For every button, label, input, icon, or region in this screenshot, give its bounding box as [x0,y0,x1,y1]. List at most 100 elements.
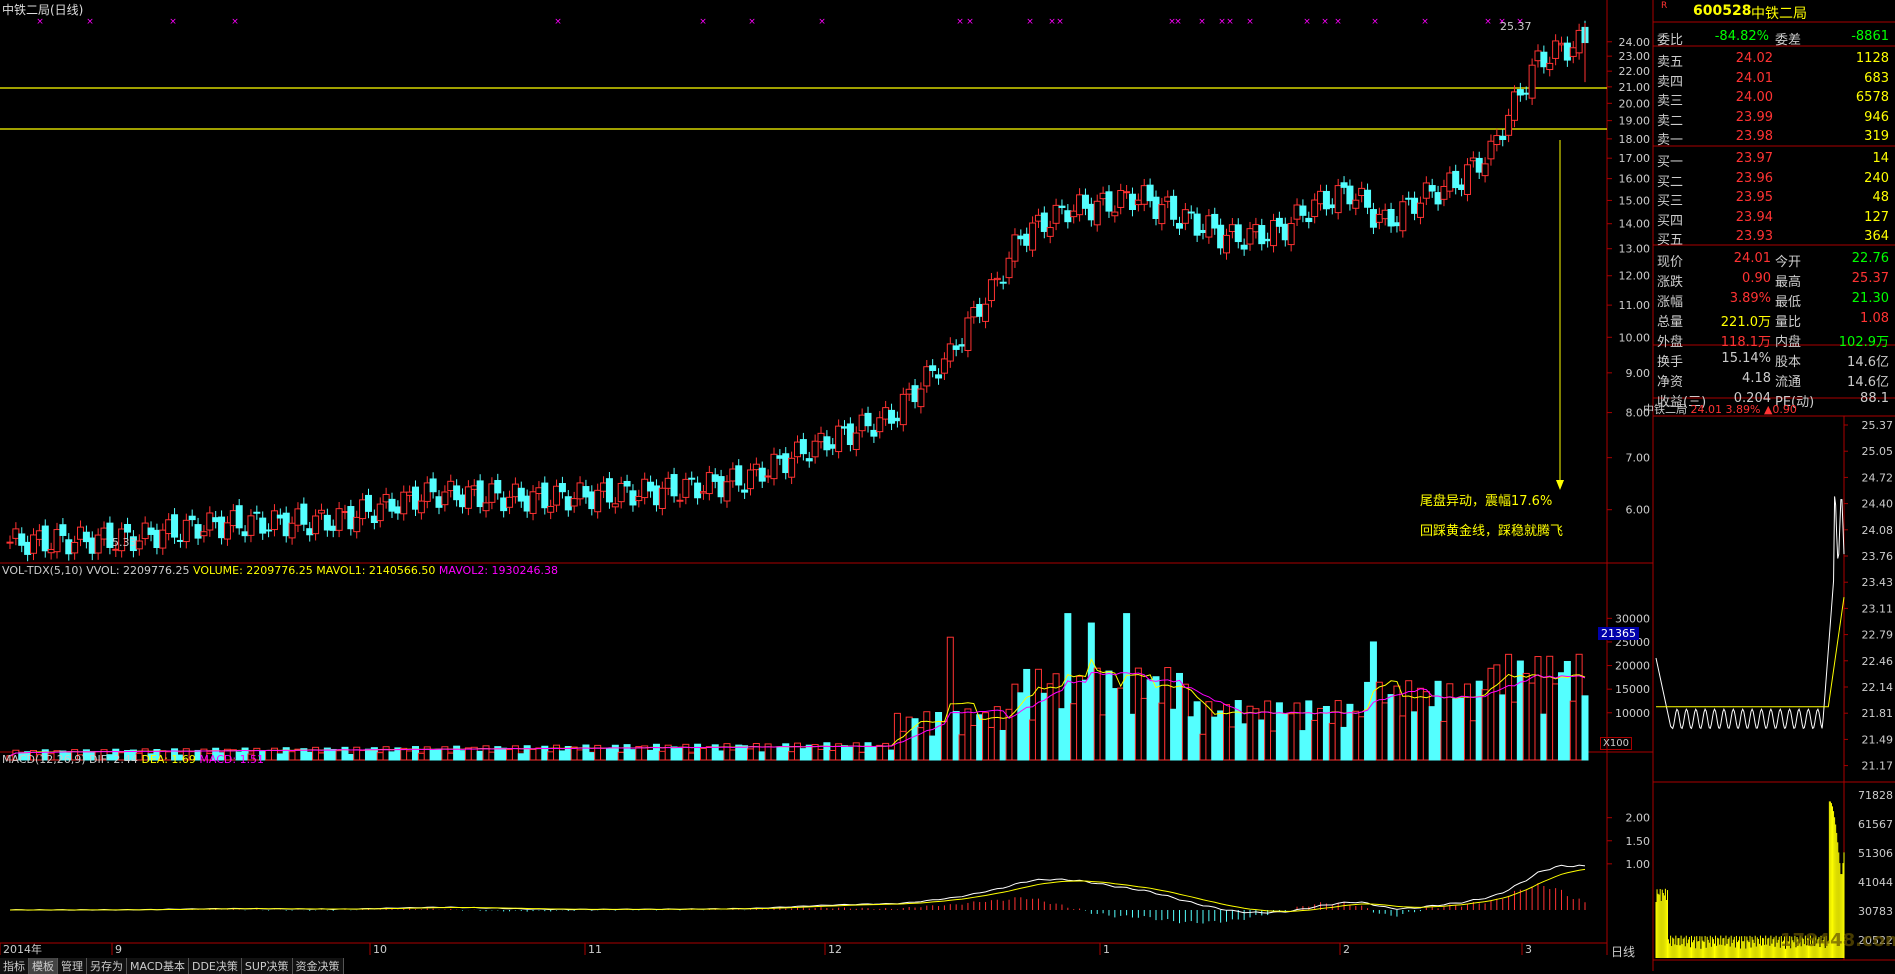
event-marker: × [956,17,964,27]
stat-label: 量比 [1775,315,1802,330]
stat-value: 0.90 [1742,271,1771,286]
event-marker: × [169,17,177,27]
candle-body [94,534,102,554]
volume-bar [758,751,766,761]
volume-bar [964,708,972,761]
volume-bar [1093,667,1101,761]
event-marker: × [1048,17,1056,27]
candle-body [1228,224,1236,233]
bottom-tab[interactable]: 指标 [0,958,29,974]
candle-body [940,358,948,374]
intraday-vol-tick: 71828 [1858,789,1893,802]
bottom-tab[interactable]: SUP决策 [241,958,293,974]
volume-bar [1105,670,1113,761]
bottom-tab[interactable]: 管理 [58,958,87,974]
volume-bar [729,749,737,761]
event-marker: × [1198,17,1206,27]
candle-body [476,480,484,508]
volume-bar [1140,697,1148,761]
price-tick-label: 6.00 [1626,504,1651,517]
volume-bar [1499,694,1507,761]
price-tick-label: 10.00 [1619,331,1651,344]
price-tick-label: 16.00 [1619,173,1651,186]
price-tick-label: 18.00 [1619,133,1651,146]
date-tick-label: 1 [1103,943,1110,956]
candle-body [1046,227,1054,237]
volume-bar [870,746,878,761]
daily-tab[interactable]: 日线 [1611,945,1636,959]
volume-bar [1134,667,1142,761]
wecha-value: -8861 [1851,29,1889,44]
candle-body [1387,209,1395,227]
candle-body [541,482,549,509]
stat-value: 88.1 [1860,391,1889,406]
bottom-tab[interactable]: MACD基本 [127,958,189,974]
volume-bar [1070,703,1078,761]
quote-price: 23.98 [1735,129,1773,144]
price-tick-label: 20.00 [1619,97,1651,110]
price-tick-label: 22.00 [1619,65,1651,78]
volume-bar [935,712,943,761]
volume-bar [506,749,514,761]
candle-body [1440,185,1448,200]
volume-indicator-name: VOL-TDX(5,10) [2,564,83,577]
volume-bar [276,753,284,761]
bottom-tab[interactable]: DDE决策 [188,958,242,974]
volume-bar [717,750,725,761]
candle-body [1434,192,1442,205]
volume-bar [582,744,590,761]
volume-bar [1099,714,1107,761]
intraday-price-tick: 24.40 [1862,498,1894,511]
candle-body [870,429,878,437]
volume-bar [652,743,660,761]
volume-bar [676,747,684,761]
quote-label: 卖二 [1657,113,1684,129]
candle-body [1346,185,1354,205]
bottom-tab[interactable]: 模板 [29,958,58,974]
candle-body [1275,217,1283,227]
candle-body [124,523,132,533]
volume-bar [1540,713,1548,761]
volume-bar [364,748,372,761]
bottom-tab[interactable]: 另存为 [87,958,127,974]
candle-body [776,455,784,459]
intraday-change: ▲0.90 [1763,403,1797,416]
candle-body [717,476,725,498]
volume-bar [976,714,984,761]
candle-body [987,279,995,302]
candle-body [911,385,919,403]
ask-row: 卖五 24.02 1128 [1653,50,1895,70]
price-tick-label: 8.00 [1626,407,1651,420]
candle-body [1152,196,1160,219]
candle-body [605,478,613,503]
candle-body [711,474,719,482]
volume-bar [553,744,561,761]
intraday-price-tick: 23.76 [1862,550,1894,563]
event-marker: × [1226,17,1234,27]
stat-value: 14.6亿 [1847,375,1889,390]
volume-bar [1510,701,1518,761]
candle-body [764,475,772,478]
candle-body [1340,182,1348,188]
volume-bar [306,751,314,761]
bottom-tab[interactable]: 资金决策 [292,958,344,974]
price-tick-label: 21.00 [1619,81,1651,94]
candle-body [1017,235,1025,240]
candle-body [423,482,431,502]
candle-body [623,480,631,487]
candle-body [406,491,414,496]
macd-tick-label: 1.00 [1626,858,1651,871]
candle-body [835,425,843,453]
candle-body [1281,223,1289,241]
event-marker: × [1321,17,1329,27]
stat-label: 外盘 [1657,335,1684,350]
candle-body [1111,211,1119,217]
volume-bar [1311,719,1319,761]
candle-body [470,485,478,490]
candle-body [1146,184,1154,202]
candle-body [729,468,737,482]
candle-body [459,494,467,508]
candle-body [676,499,684,502]
volume-bar [958,734,966,761]
